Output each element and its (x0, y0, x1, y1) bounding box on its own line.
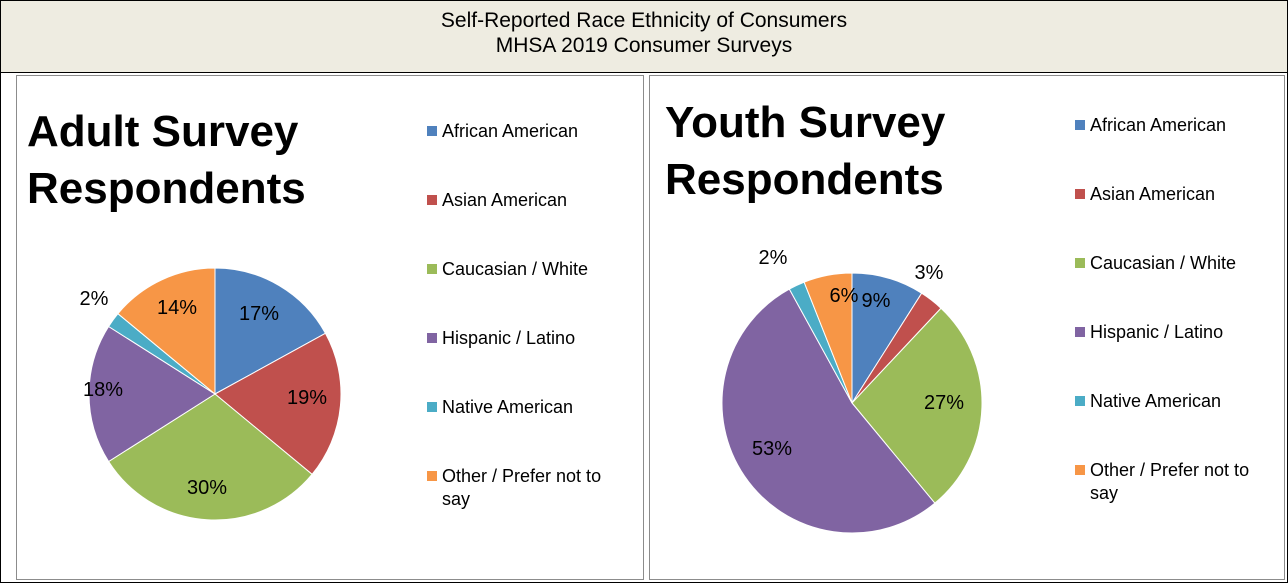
adult-legend-swatch (427, 402, 437, 412)
youth-chart-title: Youth Survey Respondents (665, 94, 945, 208)
youth-slice-hispanic-latino (721, 288, 936, 534)
youth-legend-swatch (1075, 258, 1085, 268)
adult-data-label-caucasian-white: 30% (187, 477, 227, 499)
adult-pie-chart: 17% 19% 30% 18% 2% 14% (80, 267, 342, 521)
youth-legend-swatch (1075, 120, 1085, 130)
adult-title-line-1: Adult Survey (27, 107, 299, 156)
adult-slice-asian-american (214, 332, 342, 476)
adult-slice-other-prefer-not-to-say (117, 267, 216, 396)
youth-legend-label: Other / Prefer not to say (1090, 460, 1250, 503)
youth-legend-swatch (1075, 465, 1085, 475)
chart-header: Self-Reported Race Ethnicity of Consumer… (0, 0, 1288, 73)
adult-legend-swatch (427, 264, 437, 274)
youth-title-line-1: Youth Survey (665, 98, 946, 147)
adult-legend-swatch (427, 195, 437, 205)
adult-legend-label: Native American (442, 397, 574, 417)
adult-data-label-hispanic-latino: 18% (83, 379, 123, 401)
adult-data-label-asian-american: 19% (287, 387, 327, 409)
youth-legend-item-native-american: Native American (1075, 390, 1280, 459)
adult-legend-swatch (427, 471, 437, 481)
adult-slice-hispanic-latino (88, 325, 216, 463)
youth-title-line-2: Respondents (665, 155, 944, 204)
adult-data-label-native-american: 2% (80, 288, 109, 310)
youth-slice-caucasian-white (851, 307, 983, 504)
youth-legend-item-caucasian-white: Caucasian / White (1075, 252, 1280, 321)
youth-legend-label: Hispanic / Latino (1090, 322, 1224, 342)
adult-slice-african-american (214, 267, 327, 395)
youth-pie-chart: 9% 3% 27% 53% 2% 6% (721, 247, 983, 534)
adult-title-line-2: Respondents (27, 164, 306, 213)
adult-chart-title: Adult Survey Respondents (27, 103, 306, 217)
youth-data-label-asian-american: 3% (915, 262, 944, 284)
adult-legend-item-asian-american: Asian American (427, 189, 637, 258)
adult-legend-swatch (427, 126, 437, 136)
adult-data-label-african-american: 17% (239, 303, 279, 325)
adult-chart-panel: Adult Survey Respondents 17% 19% 30% 18% 2% 1… (16, 75, 644, 580)
adult-slice-caucasian-white (107, 393, 313, 521)
adult-legend-item-other-prefer-not-to-say: Other / Prefer not to say (427, 465, 637, 534)
header-title: Self-Reported Race Ethnicity of Consumer… (440, 9, 848, 32)
youth-data-label-hispanic-latino: 53% (752, 438, 792, 460)
adult-legend: African American Asian American Caucasian … (427, 120, 637, 534)
youth-legend-swatch (1075, 327, 1085, 337)
adult-legend-label: Other / Prefer not to say (442, 466, 602, 509)
youth-chart-panel: Youth Survey Respondents 9% 3% 27% 53% 2% 6% … (649, 75, 1285, 580)
youth-legend-label: Caucasian / White (1090, 253, 1237, 273)
youth-legend-item-african-american: African American (1075, 114, 1280, 183)
youth-slice-other-prefer-not-to-say (803, 272, 853, 404)
youth-legend-item-asian-american: Asian American (1075, 183, 1280, 252)
adult-legend-label: Hispanic / Latino (442, 328, 576, 348)
adult-legend-swatch (427, 333, 437, 343)
youth-legend-item-other-prefer-not-to-say: Other / Prefer not to say (1075, 459, 1280, 528)
youth-legend: African American Asian American Caucasian … (1075, 114, 1280, 528)
adult-legend-label: Asian American (442, 190, 568, 210)
youth-legend-label: Native American (1090, 391, 1222, 411)
youth-legend-label: Asian American (1090, 184, 1216, 204)
youth-legend-item-hispanic-latino: Hispanic / Latino (1075, 321, 1280, 390)
header-subtitle: MHSA 2019 Consumer Surveys (495, 34, 793, 57)
youth-data-label-native-american: 2% (759, 247, 788, 269)
youth-data-label-caucasian-white: 27% (924, 392, 964, 414)
youth-legend-swatch (1075, 189, 1085, 199)
youth-data-label-african-american: 9% (862, 290, 891, 312)
youth-legend-label: African American (1090, 115, 1227, 135)
adult-legend-label: African American (442, 121, 579, 141)
youth-data-label-other-prefer-not-to-say: 6% (830, 285, 859, 307)
adult-legend-item-hispanic-latino: Hispanic / Latino (427, 327, 637, 396)
youth-legend-swatch (1075, 396, 1085, 406)
adult-legend-item-native-american: Native American (427, 396, 637, 465)
adult-legend-label: Caucasian / White (442, 259, 589, 279)
adult-legend-item-caucasian-white: Caucasian / White (427, 258, 637, 327)
adult-legend-item-african-american: African American (427, 120, 637, 189)
adult-data-label-other-prefer-not-to-say: 14% (157, 297, 197, 319)
